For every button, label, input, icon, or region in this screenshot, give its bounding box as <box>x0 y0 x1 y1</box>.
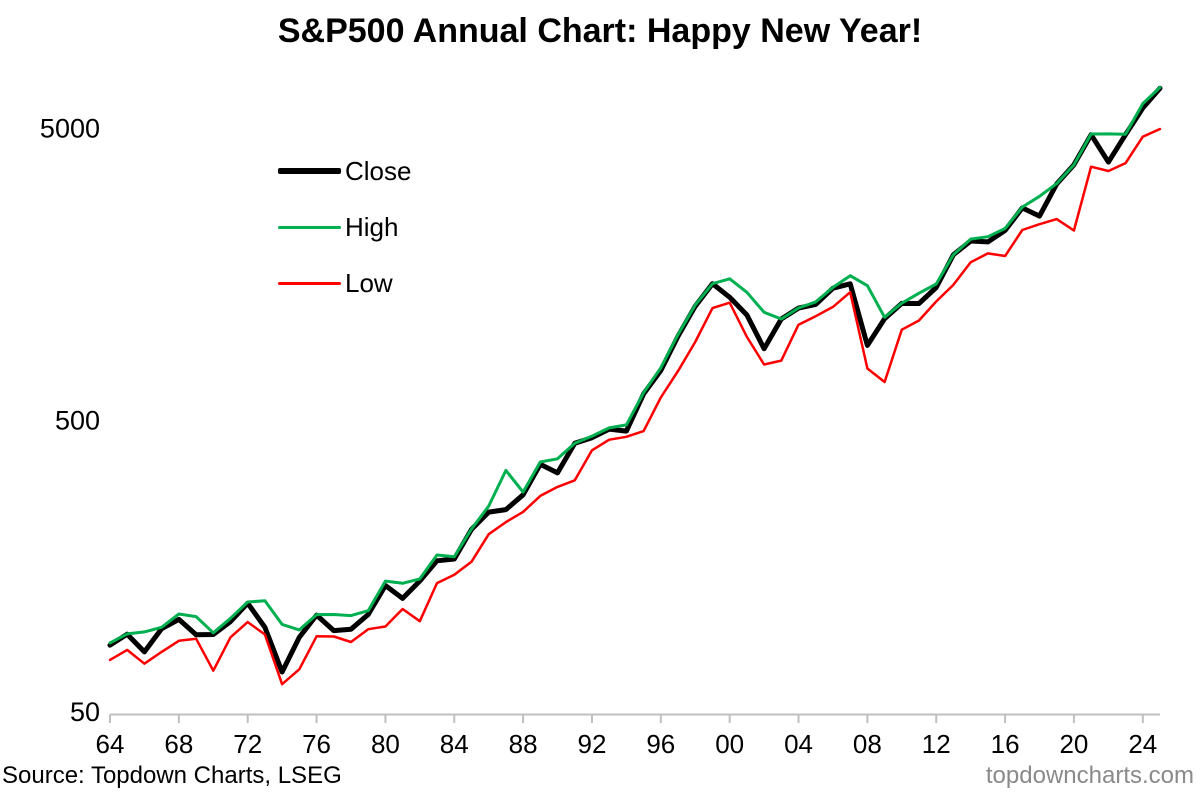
x-tick-label: 64 <box>96 729 125 759</box>
x-tick-label: 88 <box>509 729 538 759</box>
y-tick-label: 50 <box>70 697 100 727</box>
high-line-swatch <box>278 225 341 229</box>
x-tick-label: 00 <box>715 729 744 759</box>
x-tick-label: 16 <box>991 729 1020 759</box>
y-tick-label: 500 <box>55 405 100 435</box>
x-tick-label: 24 <box>1128 729 1157 759</box>
x-tick-label: 96 <box>646 729 675 759</box>
close-line <box>107 85 1163 675</box>
x-tick-label: 92 <box>578 729 607 759</box>
low-line-swatch <box>278 281 341 285</box>
legend-item-high: High <box>278 199 411 255</box>
high-line <box>108 85 1162 645</box>
watermark-link[interactable]: topdowncharts.com <box>985 762 1194 789</box>
close-line-swatch <box>278 168 341 174</box>
low-line <box>108 127 1162 686</box>
legend-label-high: High <box>345 211 399 242</box>
y-tick-label: 5000 <box>40 114 100 144</box>
x-tick-label: 84 <box>440 729 469 759</box>
x-tick-label: 76 <box>302 729 331 759</box>
x-tick-label: 80 <box>371 729 400 759</box>
x-tick-label: 12 <box>922 729 951 759</box>
x-tick-label: 08 <box>853 729 882 759</box>
x-tick-label: 72 <box>233 729 262 759</box>
legend-item-close: Close <box>278 143 411 199</box>
source-note: Source: Topdown Charts, LSEG <box>2 762 342 789</box>
legend-label-low: Low <box>345 267 393 298</box>
legend: Close High Low <box>278 143 411 311</box>
legend-item-low: Low <box>278 255 411 311</box>
x-tick-label: 04 <box>784 729 813 759</box>
chart-title: S&P500 Annual Chart: Happy New Year! <box>277 12 923 50</box>
x-tick-label: 68 <box>164 729 193 759</box>
x-tick-label: 20 <box>1059 729 1088 759</box>
legend-label-close: Close <box>345 155 412 186</box>
